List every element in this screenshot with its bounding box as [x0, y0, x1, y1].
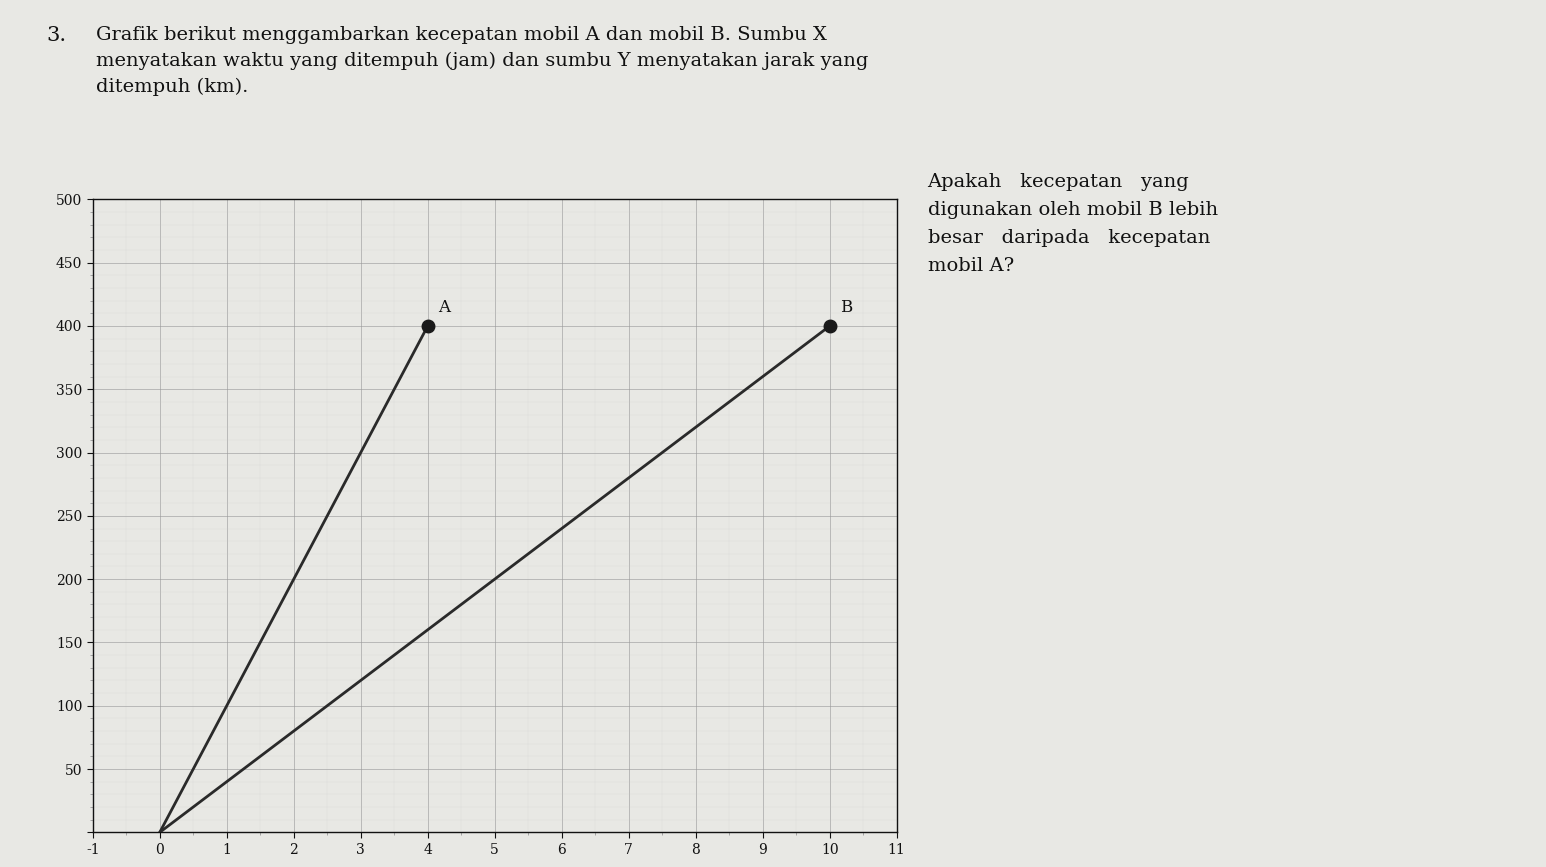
- Text: A: A: [438, 299, 450, 316]
- Text: 3.: 3.: [46, 26, 66, 45]
- Text: B: B: [839, 299, 852, 316]
- Text: Apakah   kecepatan   yang
digunakan oleh mobil B lebih
besar   daripada   kecepa: Apakah kecepatan yang digunakan oleh mob…: [928, 173, 1218, 275]
- Text: Grafik berikut menggambarkan kecepatan mobil A dan mobil B. Sumbu X
menyatakan w: Grafik berikut menggambarkan kecepatan m…: [96, 26, 867, 96]
